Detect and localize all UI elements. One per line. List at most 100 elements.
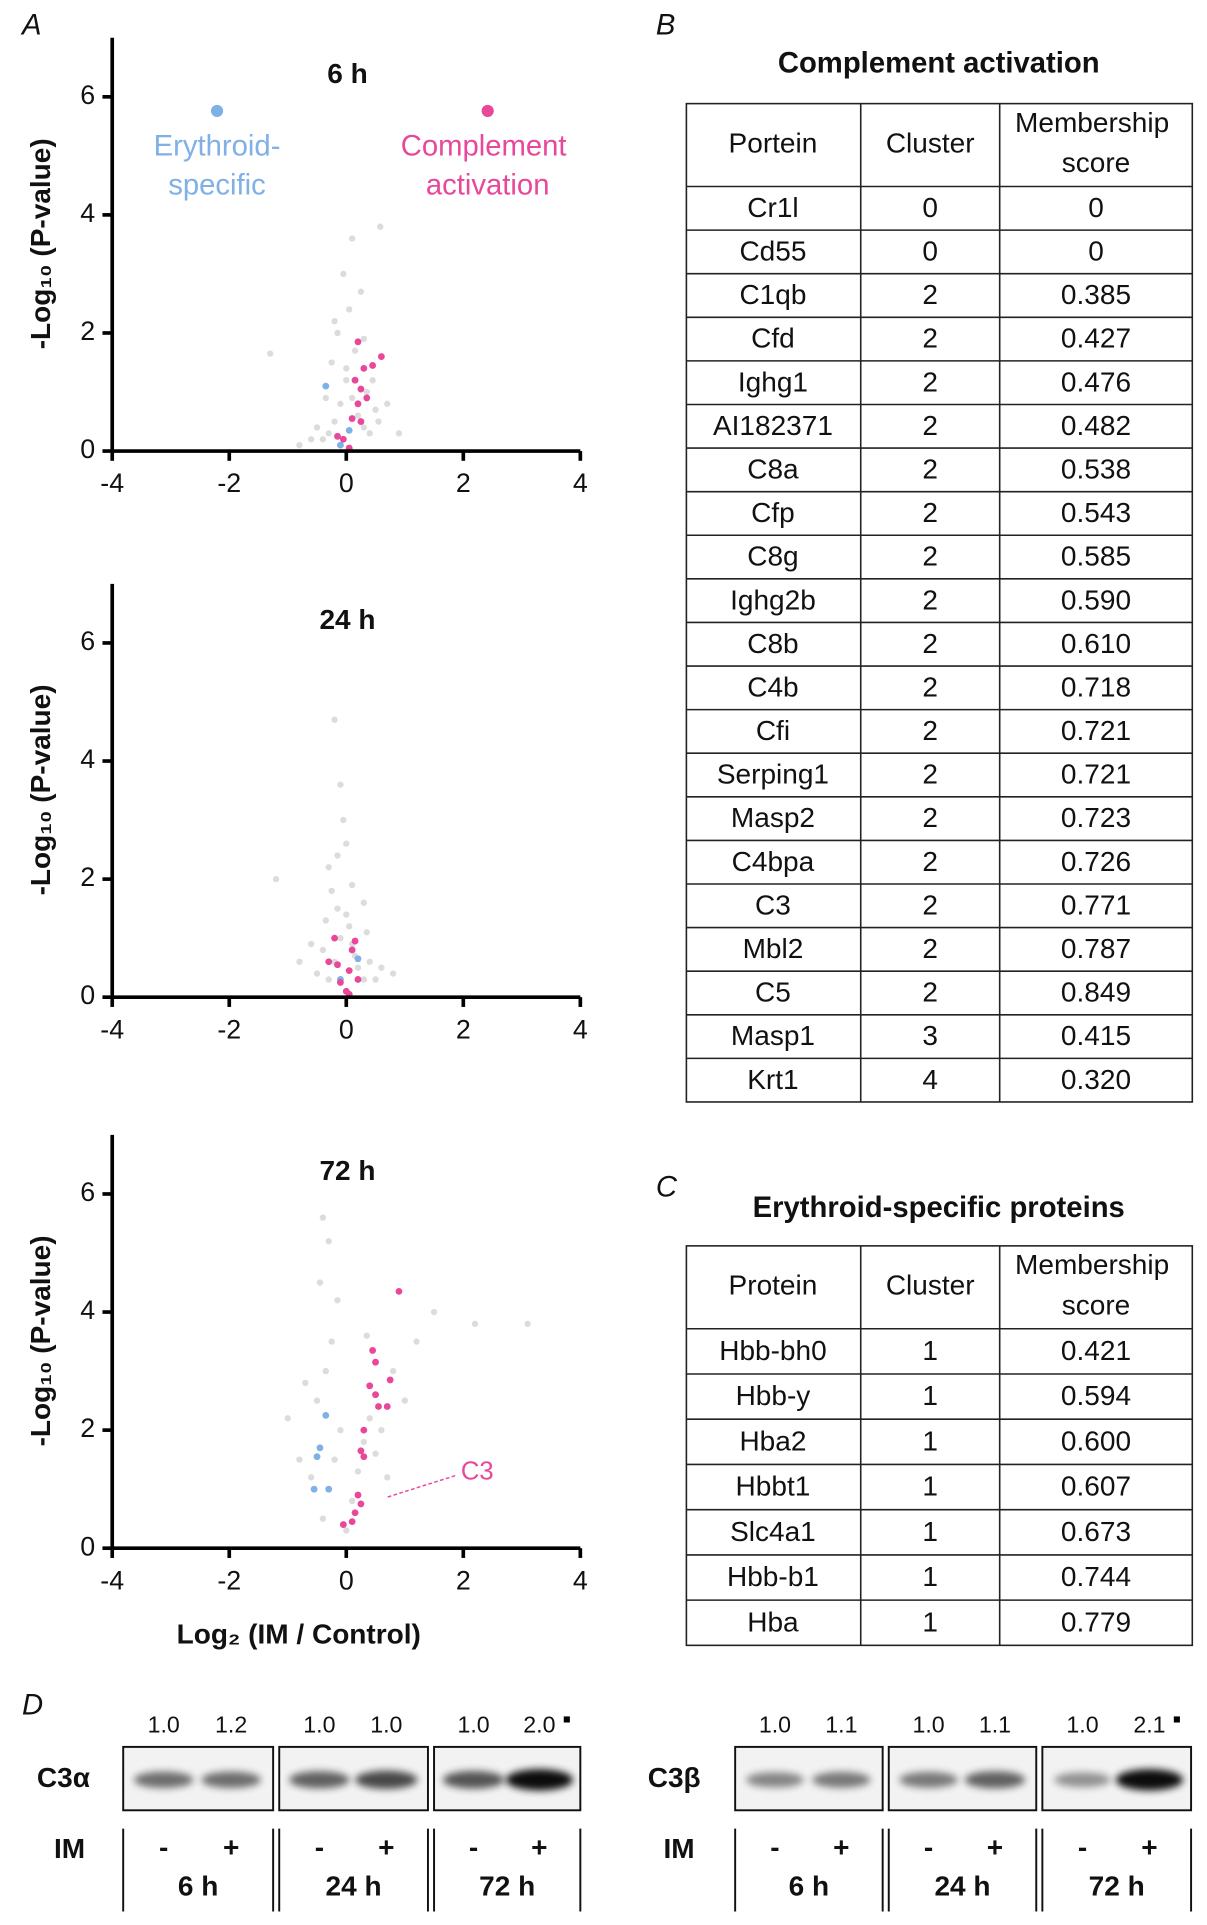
table-cell: Hbb-b1 (727, 1561, 819, 1592)
data-point (369, 377, 376, 384)
data-point (354, 964, 362, 971)
table-cell: 0.779 (1061, 1606, 1131, 1637)
data-point (372, 976, 379, 983)
data-point (360, 364, 368, 372)
chart-title: 72 h (319, 1155, 375, 1186)
legend-label: Complement activation (401, 130, 575, 201)
table-cell: 2 (922, 759, 938, 790)
data-point (384, 1474, 391, 1481)
data-point (322, 382, 330, 390)
data-point (360, 1453, 368, 1461)
table-cell: C1qb (739, 279, 806, 310)
ratio-label: 1.0 (370, 1711, 402, 1737)
data-point (354, 1468, 362, 1475)
data-point (366, 958, 373, 965)
blot-band (133, 1771, 194, 1789)
table-cell: 0.718 (1061, 671, 1131, 702)
data-point (325, 1485, 333, 1493)
table-cell: 0.600 (1061, 1425, 1131, 1456)
data-point (360, 899, 368, 906)
table-cell: 2 (922, 366, 938, 397)
table-cell: 0.673 (1061, 1516, 1131, 1547)
data-point (386, 1376, 394, 1384)
table-cell: 1 (922, 1606, 938, 1637)
time-label: 72 h (1089, 1871, 1145, 1902)
data-point (319, 1214, 327, 1221)
x-tick-label: 2 (456, 1565, 471, 1595)
y-tick-label: 4 (80, 1295, 95, 1325)
table-cell: Krt1 (747, 1064, 798, 1095)
data-point (334, 329, 341, 337)
x-tick-label: 0 (339, 1014, 354, 1044)
panel-label: B (656, 10, 676, 42)
table-cell: 2 (922, 715, 938, 746)
data-point (363, 929, 370, 936)
data-point (354, 976, 362, 983)
annotation-line (387, 1474, 458, 1498)
data-point (395, 430, 403, 437)
y-tick-label: 0 (80, 980, 95, 1010)
data-point (354, 1491, 362, 1499)
y-tick-label: 6 (80, 80, 95, 110)
data-point (345, 967, 353, 975)
data-point (354, 955, 362, 963)
table-cell: C5 (755, 977, 791, 1008)
y-axis-label: -Log₁₀ (P-value) (25, 684, 56, 895)
table-cell: 0.771 (1061, 889, 1131, 920)
table-cell: 0.538 (1061, 453, 1131, 484)
data-point (334, 961, 341, 969)
legend-marker (481, 104, 494, 118)
panel-label: C (656, 1171, 678, 1203)
table-cell: 2 (922, 541, 938, 572)
time-label: 24 h (326, 1871, 382, 1902)
data-point (343, 365, 350, 372)
data-point (372, 1358, 379, 1366)
table-cell: 2 (922, 933, 938, 964)
data-point (313, 424, 321, 431)
table-cell: C8a (747, 453, 799, 484)
data-point (296, 441, 303, 449)
table-cell: 2 (922, 497, 938, 528)
lane-sign: - (770, 1832, 779, 1863)
data-point (377, 223, 384, 230)
table-cell: Hba (747, 1606, 799, 1637)
table-cell: 2 (922, 846, 938, 877)
data-point (334, 852, 341, 859)
data-point (430, 1308, 438, 1316)
data-point (372, 1391, 379, 1399)
blot-band (812, 1771, 871, 1788)
data-point (348, 1518, 356, 1526)
data-point (471, 1320, 479, 1328)
x-tick-label: 2 (456, 468, 471, 498)
data-point (308, 940, 315, 948)
table-cell: 0.543 (1061, 497, 1131, 528)
data-point (331, 1456, 338, 1463)
data-point (337, 1426, 344, 1434)
table-cell: 0.849 (1061, 977, 1131, 1008)
data-point (348, 415, 356, 422)
data-point (346, 923, 353, 930)
data-point (354, 412, 362, 419)
data-point (322, 394, 329, 402)
ratio-label: 2.0 (523, 1711, 555, 1737)
blot-band (964, 1771, 1026, 1789)
lane-sign: + (1141, 1832, 1157, 1863)
blot-band (442, 1770, 505, 1789)
table-cell: 0.787 (1061, 933, 1131, 964)
table-cell: Masp1 (731, 1020, 815, 1051)
data-point (313, 1453, 321, 1461)
table-cell: 1 (922, 1516, 938, 1547)
table-cell: 0.721 (1061, 715, 1131, 746)
data-point (378, 964, 385, 971)
data-point (357, 1447, 365, 1455)
data-point (348, 1497, 356, 1505)
table-cell: Hbb-y (736, 1380, 811, 1411)
data-point (272, 875, 280, 883)
time-label: 72 h (479, 1871, 535, 1902)
chart-title: 24 h (319, 604, 375, 635)
data-point (377, 353, 385, 361)
data-point (334, 1297, 341, 1304)
y-tick-label: 2 (80, 316, 95, 346)
data-point (351, 347, 359, 354)
